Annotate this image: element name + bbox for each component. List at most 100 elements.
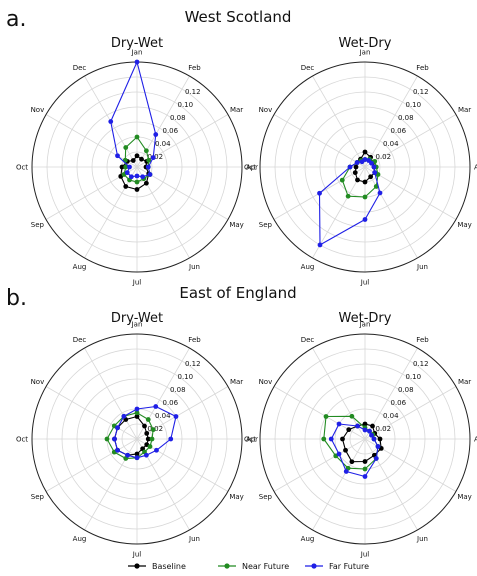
- data-point-near-future: [345, 193, 351, 199]
- data-point-far-future: [128, 174, 134, 180]
- data-point-near-future: [143, 148, 149, 154]
- month-label-mar: Mar: [458, 378, 471, 386]
- data-point-baseline: [119, 164, 125, 170]
- month-label-may: May: [457, 493, 471, 501]
- radial-tick-label: 0.02: [376, 153, 392, 161]
- data-point-far-future: [153, 404, 159, 409]
- data-point-far-future: [371, 164, 377, 170]
- chart-west-scotland-dry-wet: Dry-Wet0.020.040.060.080.100.12JanFebMar…: [16, 36, 258, 287]
- month-label-jun: Jun: [188, 263, 200, 271]
- month-label-jul: Jul: [132, 551, 142, 559]
- angular-gridline: [364, 114, 457, 168]
- panel-title-a: West Scotland: [185, 8, 292, 26]
- data-point-far-future: [134, 59, 140, 65]
- month-label-feb: Feb: [188, 336, 201, 344]
- data-point-near-future: [349, 413, 355, 419]
- data-point-near-future: [145, 417, 151, 422]
- month-label-apr: Apr: [246, 164, 258, 172]
- polar-outer-ring: [31, 333, 243, 545]
- angular-gridline: [84, 166, 138, 259]
- chart-title: Wet-Dry: [339, 311, 392, 326]
- data-point-far-future: [355, 423, 360, 429]
- month-label-feb: Feb: [188, 64, 201, 72]
- angular-gridline: [312, 347, 366, 440]
- month-label-oct: Oct: [244, 164, 256, 172]
- data-point-baseline: [145, 436, 151, 442]
- data-point-near-future: [123, 145, 129, 150]
- data-point-far-future: [347, 164, 353, 170]
- data-point-far-future: [134, 406, 140, 412]
- data-point-far-future: [121, 413, 127, 419]
- angular-gridline: [273, 386, 366, 440]
- angular-gridline: [364, 438, 418, 531]
- angular-gridline: [136, 166, 229, 220]
- data-point-far-future: [147, 172, 153, 177]
- data-point-far-future: [140, 174, 146, 180]
- data-point-far-future: [343, 469, 349, 474]
- data-point-near-future: [339, 177, 345, 183]
- data-point-far-future: [328, 436, 334, 442]
- radial-tick-label: 0.06: [163, 127, 179, 135]
- month-label-may: May: [229, 221, 243, 229]
- data-point-baseline: [362, 459, 368, 464]
- data-point-far-future: [154, 447, 159, 453]
- legend-marker-near-future: [224, 563, 230, 569]
- data-point-far-future: [369, 160, 374, 166]
- data-point-far-future: [134, 173, 140, 179]
- panel-title-b: East of England: [179, 284, 296, 302]
- data-point-far-future: [354, 160, 360, 165]
- data-point-near-future: [134, 179, 140, 185]
- angular-gridline: [273, 114, 366, 168]
- month-label-sep: Sep: [259, 221, 273, 229]
- month-label-aug: Aug: [73, 535, 87, 543]
- angular-gridline: [136, 438, 229, 492]
- month-label-mar: Mar: [230, 378, 243, 386]
- chart-east-england-dry-wet: Dry-Wet0.020.040.060.080.100.12JanFebMar…: [16, 311, 258, 559]
- month-label-apr: Apr: [474, 436, 477, 444]
- angular-gridline: [364, 75, 418, 168]
- month-label-jul: Jul: [132, 279, 142, 287]
- data-point-far-future: [115, 425, 120, 431]
- data-point-near-future: [147, 444, 153, 449]
- legend-label-baseline: Baseline: [152, 562, 186, 571]
- month-label-oct: Oct: [16, 164, 28, 172]
- data-point-near-future: [362, 466, 368, 472]
- data-point-baseline: [362, 149, 368, 155]
- month-label-oct: Oct: [244, 436, 256, 444]
- radial-tick-label: 0.10: [178, 373, 194, 381]
- radial-tick-label: 0.12: [185, 360, 201, 368]
- data-point-near-future: [321, 436, 327, 442]
- month-label-aug: Aug: [73, 263, 87, 271]
- month-label-aug: Aug: [301, 263, 315, 271]
- month-label-nov: Nov: [31, 378, 45, 386]
- month-label-jan: Jan: [359, 49, 371, 57]
- data-point-far-future: [317, 242, 323, 248]
- month-label-sep: Sep: [31, 493, 45, 501]
- data-point-far-future: [373, 456, 379, 461]
- legend: Baseline Near Future Far Future: [128, 562, 369, 571]
- radial-tick-label: 0.02: [376, 425, 392, 433]
- month-label-sep: Sep: [31, 221, 45, 229]
- month-label-nov: Nov: [259, 106, 273, 114]
- data-point-baseline: [142, 423, 147, 429]
- data-point-near-future: [123, 164, 129, 170]
- radial-tick-label: 0.08: [398, 114, 414, 122]
- data-point-far-future: [125, 452, 131, 458]
- legend-label-far-future: Far Future: [329, 562, 369, 571]
- data-point-far-future: [112, 436, 117, 442]
- data-point-far-future: [377, 190, 383, 196]
- data-point-baseline: [362, 421, 368, 427]
- data-point-far-future: [317, 190, 322, 196]
- data-point-far-future: [124, 170, 130, 176]
- radial-tick-label: 0.10: [406, 373, 422, 381]
- radial-tick-label: 0.04: [383, 412, 399, 420]
- angular-gridline: [45, 386, 138, 440]
- data-point-far-future: [372, 170, 378, 176]
- month-label-dec: Dec: [73, 64, 87, 72]
- data-point-baseline: [346, 427, 352, 433]
- month-label-may: May: [229, 493, 243, 501]
- data-point-near-future: [134, 410, 140, 416]
- month-label-dec: Dec: [301, 64, 315, 72]
- month-label-mar: Mar: [230, 106, 243, 114]
